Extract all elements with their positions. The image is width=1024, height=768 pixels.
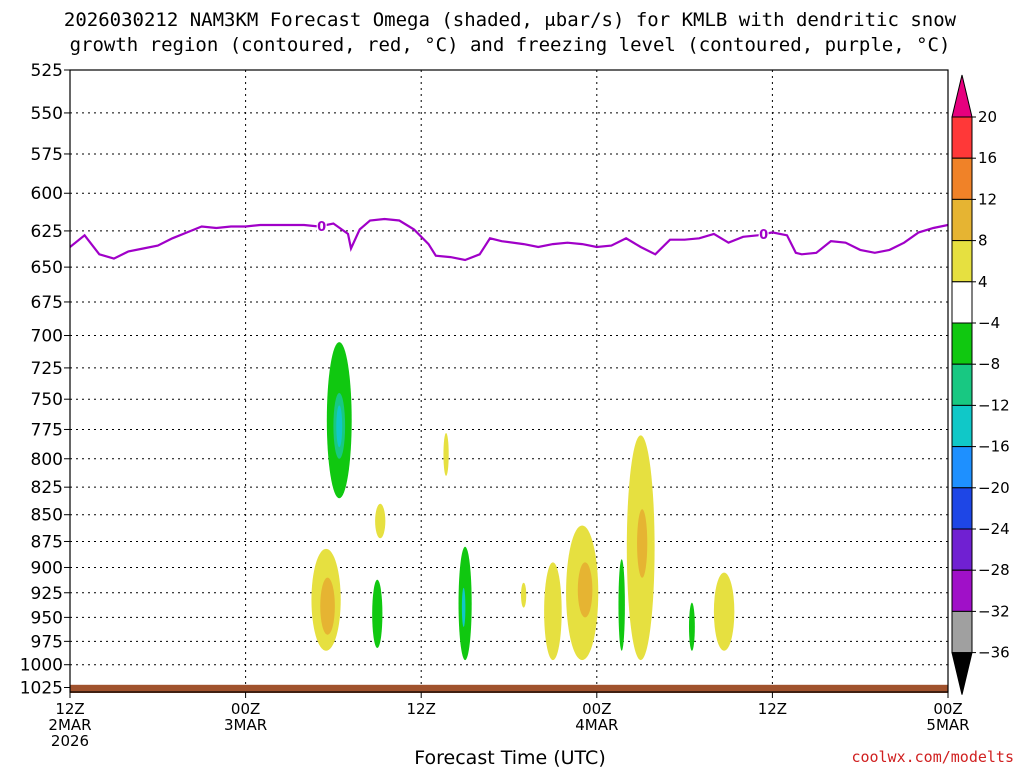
colorbar-swatch <box>951 487 973 530</box>
x-tick-label: 12Z <box>758 700 787 718</box>
y-tick-label: 675 <box>31 293 63 313</box>
omega-region <box>372 579 383 648</box>
y-tick-label: 600 <box>31 184 63 204</box>
freezing-level-label: 0 <box>759 228 768 243</box>
colorbar-label: 12 <box>978 190 997 208</box>
colorbar-label: −8 <box>978 355 1000 373</box>
colorbar-label: −32 <box>978 602 1010 620</box>
colorbar-swatch <box>951 404 973 448</box>
colorbar-label: −12 <box>978 396 1010 414</box>
x-tick-label: 00Z <box>582 700 611 718</box>
colorbar-swatch <box>951 157 973 200</box>
y-tick-label: 950 <box>31 608 63 628</box>
colorbar-swatch <box>951 528 973 571</box>
y-tick-label: 975 <box>31 632 63 652</box>
y-tick-label: 525 <box>31 61 63 81</box>
x-tick-label: 4MAR <box>575 716 618 734</box>
x-axis-label: Forecast Time (UTC) <box>414 747 605 768</box>
colorbar-swatch <box>951 198 973 242</box>
y-tick-label: 1025 <box>20 679 63 699</box>
y-tick-label: 775 <box>31 420 63 440</box>
colorbar-bottom-arrow <box>951 652 973 695</box>
colorbar-top-arrow <box>951 74 973 118</box>
terrain-ground <box>70 684 948 693</box>
omega-region <box>443 433 449 476</box>
colorbar-label: 4 <box>978 273 988 291</box>
x-tick-label: 00Z <box>933 700 962 718</box>
y-tick-label: 825 <box>31 478 63 498</box>
colorbar-swatch <box>951 610 973 654</box>
omega-region <box>637 509 648 578</box>
colorbar-label: −36 <box>978 644 1010 662</box>
y-tick-label: 700 <box>31 327 63 347</box>
y-tick-label: 875 <box>31 532 63 552</box>
y-axis: 525 550 575 600 625 650 675 700 725 750 775 800 825 8… <box>20 61 70 699</box>
y-tick-label: 725 <box>31 359 63 379</box>
colorbar-swatch <box>951 446 973 489</box>
colorbar-swatch <box>951 569 973 612</box>
x-tick-label: 2MAR <box>48 716 91 734</box>
colorbar-label: −28 <box>978 561 1010 579</box>
colorbar-label: 16 <box>978 149 997 167</box>
colorbar-swatch <box>951 240 973 283</box>
x-tick-label: 00Z <box>231 700 260 718</box>
omega-region <box>375 503 386 539</box>
x-tick-label: 5MAR <box>926 716 969 734</box>
y-tick-label: 900 <box>31 558 63 578</box>
omega-region <box>320 577 335 635</box>
colorbar-swatch <box>951 363 973 406</box>
credit-text: coolwx.com/modelts <box>851 748 1014 766</box>
x-tick-label: 12Z <box>407 700 436 718</box>
freezing-label-bg <box>758 226 769 242</box>
colorbar-label: 8 <box>978 232 988 250</box>
omega-region <box>544 562 562 661</box>
omega-region <box>577 562 593 618</box>
y-tick-label: 925 <box>31 584 63 604</box>
omega-region <box>520 582 527 608</box>
omega-region <box>336 405 343 448</box>
freezing-level-label: 0 <box>317 220 326 235</box>
y-tick-label: 625 <box>31 222 63 242</box>
omega-region <box>713 572 735 651</box>
colorbar-label: −24 <box>978 520 1010 538</box>
colorbar-swatch <box>951 281 973 324</box>
colorbar-label: −20 <box>978 479 1010 497</box>
y-tick-label: 750 <box>31 390 63 410</box>
freezing-label-bg <box>316 217 327 233</box>
chart-title-line2: growth region (contoured, red, °C) and f… <box>70 34 951 56</box>
x-tick-label: 2026 <box>51 732 89 750</box>
y-tick-label: 650 <box>31 258 63 278</box>
colorbar-label: 20 <box>978 108 997 126</box>
omega-region <box>618 559 625 651</box>
omega-region <box>461 587 466 628</box>
omega-shading <box>311 342 735 661</box>
freezing-level-line <box>70 217 948 262</box>
y-tick-label: 575 <box>31 145 63 165</box>
colorbar: 20 16 12 8 4 −4 −8 −12 −16 −20 −24 −28 −32 −36 <box>951 74 1010 695</box>
colorbar-swatch <box>951 322 973 365</box>
chart-title-line1: 2026030212 NAM3KM Forecast Omega (shaded… <box>64 9 957 31</box>
plot-frame <box>69 69 949 693</box>
colorbar-swatch <box>951 116 973 159</box>
y-tick-label: 850 <box>31 506 63 526</box>
x-tick-label: 12Z <box>55 700 84 718</box>
omega-region <box>688 602 695 651</box>
y-tick-label: 550 <box>31 104 63 124</box>
x-tick-label: 3MAR <box>224 716 267 734</box>
y-tick-label: 800 <box>31 450 63 470</box>
colorbar-label: −4 <box>978 314 1000 332</box>
colorbar-label: −16 <box>978 438 1010 456</box>
y-tick-label: 1000 <box>20 656 63 676</box>
plot-area: 00 <box>69 69 949 693</box>
